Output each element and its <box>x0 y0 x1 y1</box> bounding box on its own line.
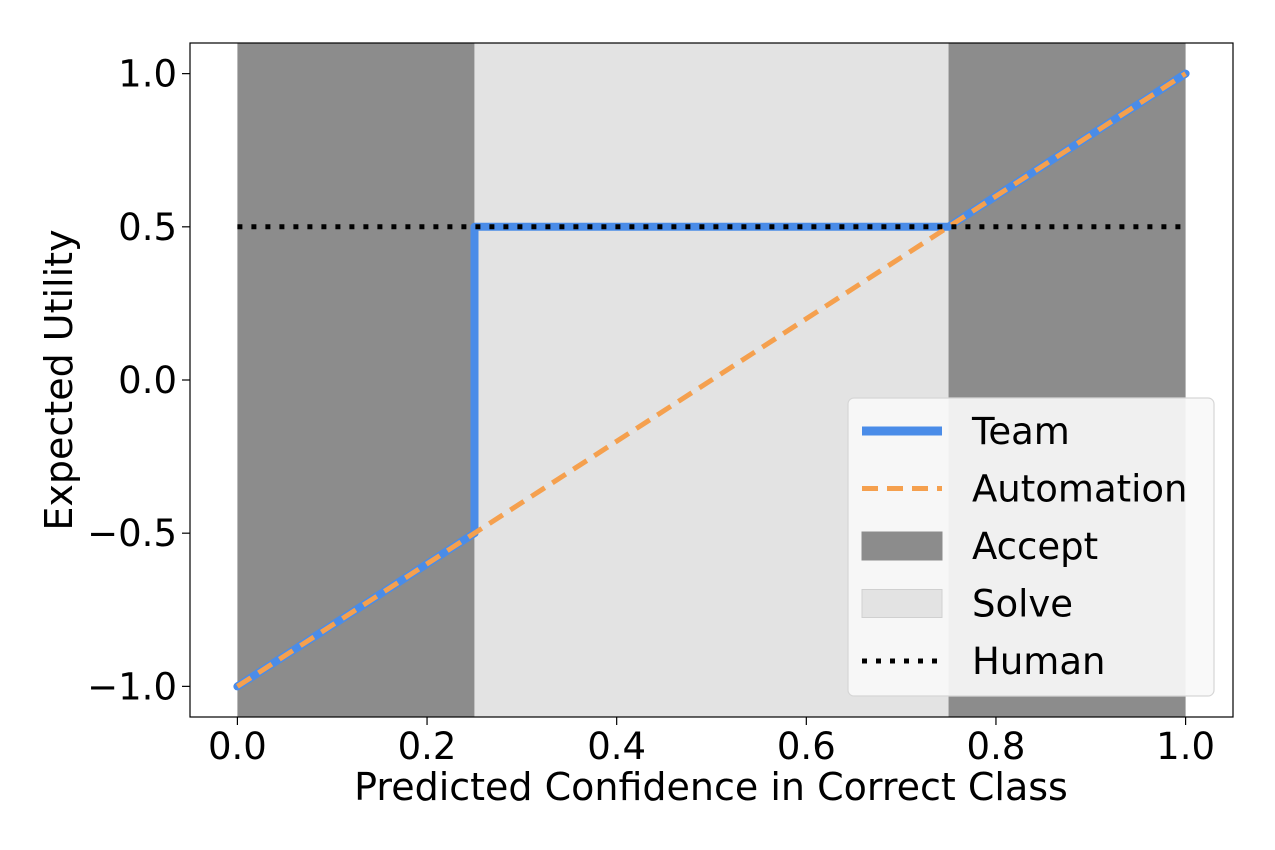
y-tick-label: 0.5 <box>118 206 177 249</box>
legend-box <box>847 397 1215 697</box>
x-axis-label: Predicted Confidence in Correct Class <box>354 765 1068 809</box>
x-tick-label: 0.2 <box>398 725 457 768</box>
y-axis-ticks: −1.0 −0.5 0.0 0.5 1.0 <box>87 53 190 708</box>
x-tick-label: 0.4 <box>587 725 646 768</box>
y-tick-label: −1.0 <box>87 665 177 708</box>
x-tick-label: 1.0 <box>1156 725 1215 768</box>
y-axis-label: Expected Utility <box>37 229 81 530</box>
region-accept-0 <box>237 43 475 717</box>
legend-label-solve: Solve <box>972 583 1073 626</box>
y-tick-label: 0.0 <box>118 359 177 402</box>
series-automation-line <box>236 71 1187 689</box>
y-tick-label: −0.5 <box>87 512 177 555</box>
legend-label-human: Human <box>972 640 1105 683</box>
y-tick-label: 1.0 <box>118 53 177 96</box>
x-tick-label: 0.8 <box>967 725 1026 768</box>
x-axis-ticks: 0.0 0.2 0.4 0.6 0.8 1.0 <box>208 717 1215 768</box>
legend-swatch-solve <box>861 589 943 618</box>
legend: Team Automation Accept Solve Human <box>847 397 1215 697</box>
legend-label-team: Team <box>971 410 1070 453</box>
legend-swatch-accept <box>861 531 943 561</box>
legend-label-accept: Accept <box>972 525 1098 568</box>
x-tick-label: 0.0 <box>208 725 267 768</box>
x-tick-label: 0.6 <box>777 725 836 768</box>
legend-label-automation: Automation <box>972 468 1188 511</box>
series-lines <box>233 69 1190 691</box>
